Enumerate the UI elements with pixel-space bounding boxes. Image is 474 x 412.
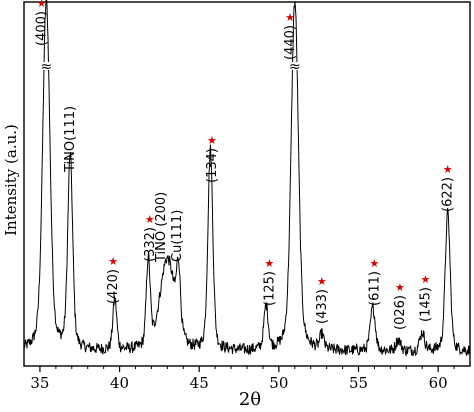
peak-label: (134) <box>205 148 220 183</box>
x-tick-label: 45 <box>190 374 209 392</box>
x-tick-label: 35 <box>30 374 49 392</box>
peak-label: (026) <box>393 295 408 330</box>
peak-label: (145) <box>418 287 433 322</box>
star-marker: ★ <box>145 213 155 226</box>
break-symbol: ≈ <box>289 59 301 75</box>
peak-label: TiNO (200) <box>154 192 169 263</box>
peak-label: (400) <box>35 11 50 46</box>
peak-label: (622) <box>441 177 456 212</box>
star-marker: ★ <box>443 163 453 176</box>
x-axis-label: 2θ <box>239 389 261 410</box>
break-gap <box>39 62 54 70</box>
x-tick-label: 55 <box>349 374 368 392</box>
star-marker: ★ <box>285 11 295 24</box>
y-axis-label: Intensity (a.u.) <box>2 124 20 236</box>
peak-label: TiNO(111) <box>63 106 78 173</box>
star-marker: ★ <box>37 0 47 10</box>
star-marker: ★ <box>369 257 379 270</box>
star-marker: ★ <box>207 134 217 147</box>
star-marker: ★ <box>317 275 327 288</box>
peak-annotations: (400)★TiNO(111)(420)★ (332)★ TiNO (200) Cu(… <box>35 0 456 330</box>
peak-label: (433) <box>315 289 330 324</box>
x-tick-label: 50 <box>269 374 288 392</box>
peak-label: (420) <box>106 269 121 304</box>
star-marker: ★ <box>264 257 274 270</box>
star-marker: ★ <box>108 255 118 268</box>
star-marker: ★ <box>395 281 405 294</box>
xrd-pattern-line <box>23 0 471 357</box>
break-gap <box>287 62 302 70</box>
x-tick-label: 60 <box>429 374 448 392</box>
peak-label: Cu(111) <box>170 210 185 262</box>
peak-label: (440) <box>283 25 298 60</box>
x-tick-label: 40 <box>110 374 129 392</box>
break-symbol: ≈ <box>40 59 52 75</box>
peak-label: (332) <box>143 227 158 262</box>
axis-breaks: ≈ ≈ <box>39 59 302 75</box>
peak-label: (125) <box>262 271 277 306</box>
peak-label: (611) <box>367 271 382 306</box>
star-marker: ★ <box>420 273 430 286</box>
x-ticks: 35 40 45 50 55 60 <box>30 366 455 392</box>
